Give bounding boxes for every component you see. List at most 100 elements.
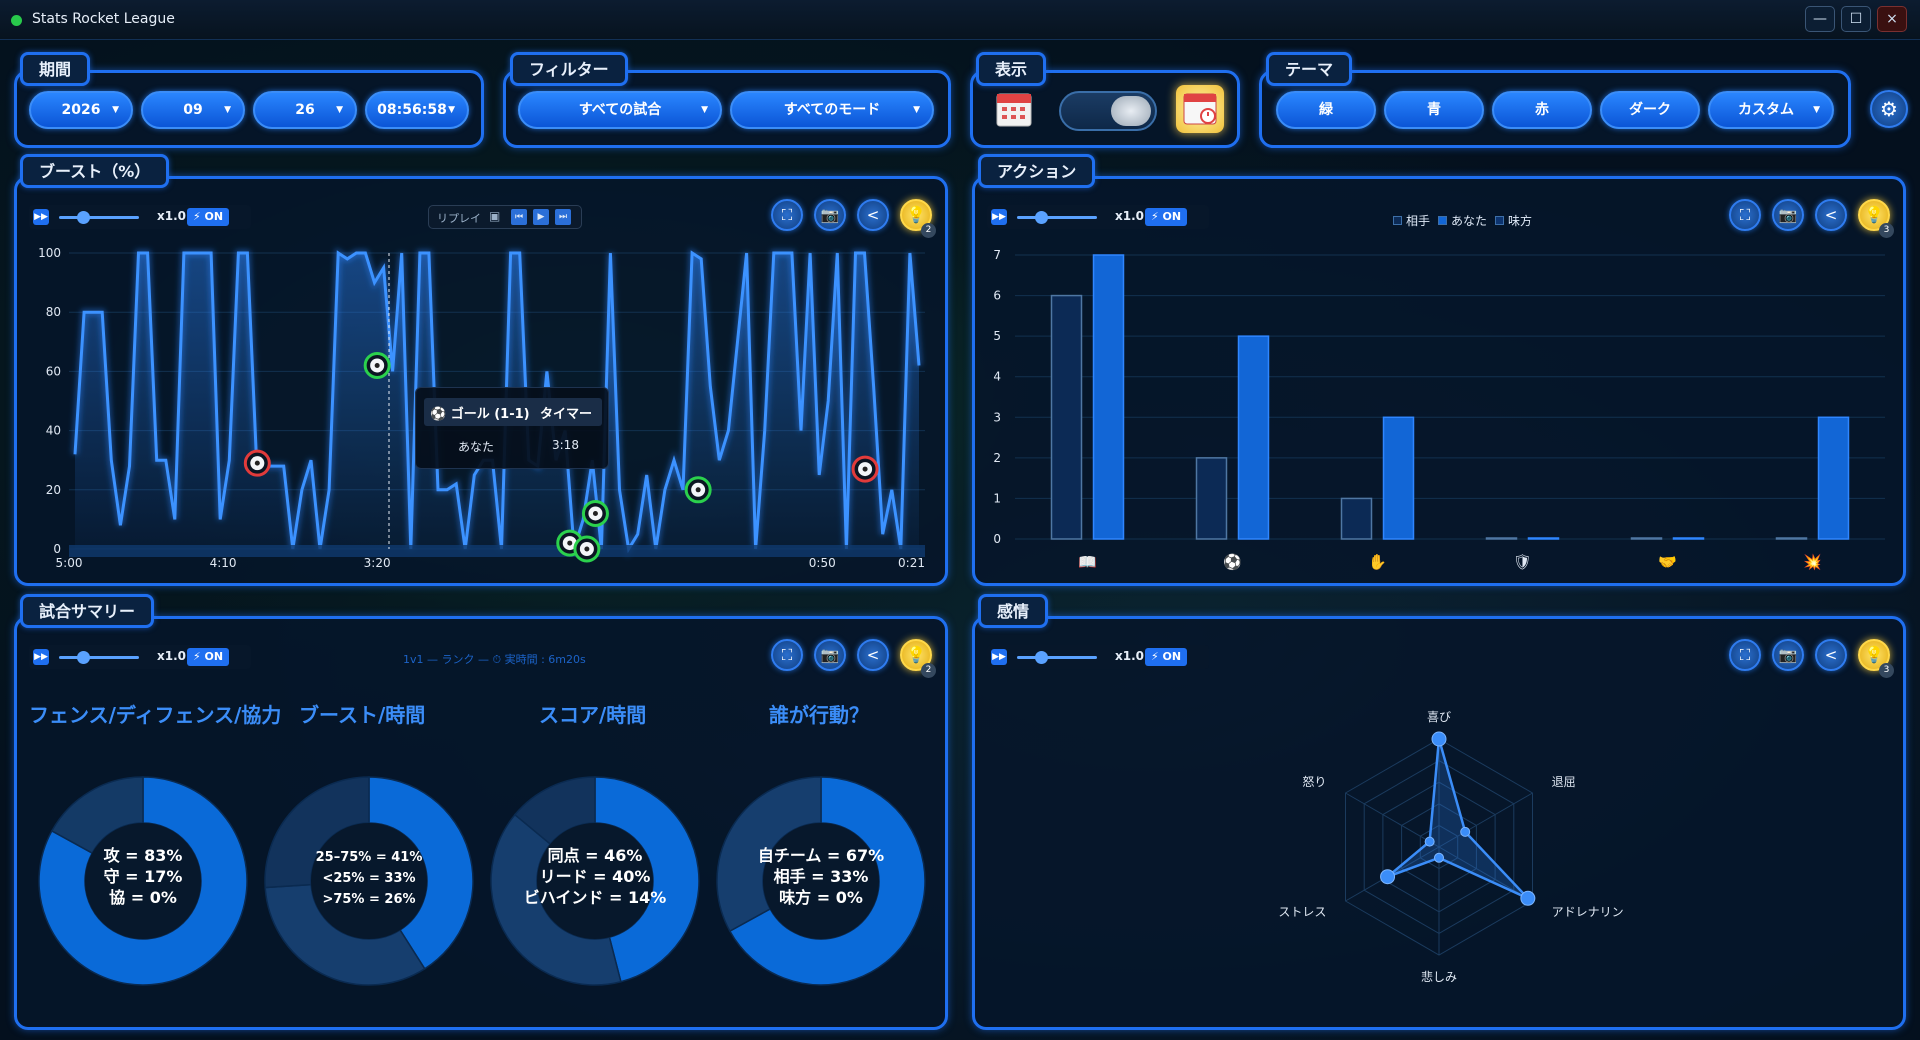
settings-button[interactable]: ⚙ <box>1870 90 1908 128</box>
goal-tooltip: ⚽ ゴール (1-1) タイマー あなた 3:18 <box>415 387 609 469</box>
share-icon: < <box>1824 206 1838 224</box>
donut-legend-line: 自チーム = 67% <box>758 846 884 865</box>
match-filter-select[interactable]: すべての試合 ▼ <box>518 91 722 129</box>
speed-slider-handle[interactable] <box>1035 651 1048 664</box>
donut-slice <box>50 776 144 855</box>
legend-swatch <box>1393 216 1402 225</box>
fast-forward-icon[interactable]: ▶▶ <box>33 649 49 665</box>
legend-label[interactable]: 味方 <box>1508 214 1533 228</box>
actions-screenshot-button[interactable]: 📷 <box>1772 199 1804 231</box>
speed-slider-handle[interactable] <box>77 211 90 224</box>
fast-forward-icon[interactable]: ▶▶ <box>33 209 49 225</box>
share-icon: < <box>1824 646 1838 664</box>
display-toggle[interactable] <box>1059 91 1157 131</box>
boost-line <box>73 250 921 554</box>
boost-screenshot-button[interactable]: 📷 <box>814 199 846 231</box>
mode-filter-select[interactable]: すべてのモード ▼ <box>730 91 934 129</box>
maximize-button[interactable]: ☐ <box>1841 6 1871 32</box>
ball-icon-center <box>592 510 598 516</box>
speed-slider-track[interactable] <box>1017 216 1097 219</box>
bar-hand-icon <box>1340 497 1373 540</box>
radar-point <box>1380 869 1396 885</box>
radar-point <box>1460 826 1471 837</box>
emotion-insight-button[interactable]: 💡 <box>1858 639 1890 671</box>
image-icon[interactable]: ▣ <box>489 209 501 223</box>
fast-forward-icon[interactable]: ▶▶ <box>991 649 1007 665</box>
actions-bar-chart: 0 1 2 3 4 5 6 7 📖 ⚽ ✋ 🛡 🤝 💥 <box>993 248 1885 571</box>
fast-forward-icon[interactable]: ▶▶ <box>991 209 1007 225</box>
live-toggle[interactable]: ⚡ ON <box>187 648 230 666</box>
radar-axis-label: 退屈 <box>1552 775 1576 789</box>
actions-panel: ▶▶ x1.0 ⚡ ON 相手 あなた 味方 ⛶ 📷 < 💡 3 0 1 2 3 4 5 6 7 📖… <box>972 176 1906 586</box>
close-button[interactable]: × <box>1877 6 1907 32</box>
boost-playback-controls: ▶▶ x1.0 ⚡ ON <box>29 205 251 229</box>
replay-controls: リプレイ ▣ ⏮ ▶ ⏭ <box>428 205 582 229</box>
camera-icon: 📷 <box>820 206 840 224</box>
theme-custom-select[interactable]: カスタム ▼ <box>1708 91 1834 129</box>
handshake-icon: 🤝 <box>1658 553 1677 571</box>
speed-slider-track[interactable] <box>1017 656 1097 659</box>
y-tick-label: 80 <box>46 305 61 319</box>
boost-fullscreen-button[interactable]: ⛶ <box>771 199 803 231</box>
calendar-clock-button[interactable] <box>1176 85 1224 133</box>
donut-slice <box>490 813 622 986</box>
lightbulb-icon: 💡 <box>906 645 926 664</box>
summary-screenshot-button[interactable]: 📷 <box>814 639 846 671</box>
speed-slider-handle[interactable] <box>77 651 90 664</box>
share-icon: < <box>866 646 880 664</box>
gear-icon: ⚙ <box>1880 97 1898 121</box>
day-select[interactable]: 26 ▼ <box>253 91 357 129</box>
tooltip-title: ⚽ ゴール (1-1) <box>430 407 530 422</box>
radar-axis-label: アドレナリン <box>1552 905 1624 919</box>
donut-legend-line: 味方 = 0% <box>779 888 863 907</box>
summary-donut-charts: 攻 = 83% 守 = 17% 協 = 0% 25–75% = 41% <25% = 3… <box>38 776 926 986</box>
hand-icon: ✋ <box>1368 553 1387 571</box>
live-toggle[interactable]: ⚡ ON <box>1145 648 1188 666</box>
play-icon[interactable]: ▶ <box>533 209 549 225</box>
emotion-fullscreen-button[interactable]: ⛶ <box>1729 639 1761 671</box>
skip-back-icon[interactable]: ⏮ <box>511 209 527 225</box>
legend-label[interactable]: 相手 <box>1406 214 1431 228</box>
summary-label: 試合サマリー <box>20 594 155 628</box>
month-select[interactable]: 09 ▼ <box>141 91 245 129</box>
actions-fullscreen-button[interactable]: ⛶ <box>1729 199 1761 231</box>
live-toggle[interactable]: ⚡ ON <box>1145 208 1188 226</box>
chevron-down-icon: ▼ <box>112 105 119 115</box>
radar-point <box>1431 731 1447 747</box>
speed-slider-handle[interactable] <box>1035 211 1048 224</box>
year-select[interactable]: 2026 ▼ <box>29 91 133 129</box>
summary-insight-button[interactable]: 💡 <box>900 639 932 671</box>
ball-icon-center <box>254 460 260 466</box>
ball-icon-center <box>695 487 701 493</box>
speed-value: x1.0 <box>1115 649 1144 663</box>
tooltip-row-label: あなた <box>458 440 495 454</box>
calendar-icon[interactable] <box>995 89 1035 129</box>
theme-blue-button[interactable]: 青 <box>1384 91 1484 129</box>
summary-share-button[interactable]: < <box>857 639 889 671</box>
bar-handshake-icon <box>1672 537 1705 540</box>
donut-legend-line: 協 = 0% <box>109 888 177 907</box>
x-tick-label: 4:10 <box>210 556 237 570</box>
live-toggle[interactable]: ⚡ ON <box>187 208 230 226</box>
minimize-button[interactable]: — <box>1805 6 1835 32</box>
skip-forward-icon[interactable]: ⏭ <box>555 209 571 225</box>
chevron-down-icon: ▼ <box>448 105 455 115</box>
ball-icon-center <box>862 466 868 472</box>
boost-share-button[interactable]: < <box>857 199 889 231</box>
time-select[interactable]: 08:56:58 ▼ <box>365 91 469 129</box>
emotion-screenshot-button[interactable]: 📷 <box>1772 639 1804 671</box>
summary-fullscreen-button[interactable]: ⛶ <box>771 639 803 671</box>
speed-slider-track[interactable] <box>59 216 139 219</box>
theme-red-button[interactable]: 赤 <box>1492 91 1592 129</box>
actions-insight-button[interactable]: 💡 <box>1858 199 1890 231</box>
legend-label[interactable]: あなた <box>1451 214 1488 228</box>
chevron-down-icon: ▼ <box>1813 105 1820 115</box>
theme-dark-button[interactable]: ダーク <box>1600 91 1700 129</box>
emotion-share-button[interactable]: < <box>1815 639 1847 671</box>
donut-legend-line: 攻 = 83% <box>104 846 183 865</box>
theme-green-button[interactable]: 緑 <box>1276 91 1376 129</box>
actions-share-button[interactable]: < <box>1815 199 1847 231</box>
bar-explosion-icon <box>1775 537 1808 540</box>
book-icon: 📖 <box>1078 553 1097 571</box>
speed-slider-track[interactable] <box>59 656 139 659</box>
